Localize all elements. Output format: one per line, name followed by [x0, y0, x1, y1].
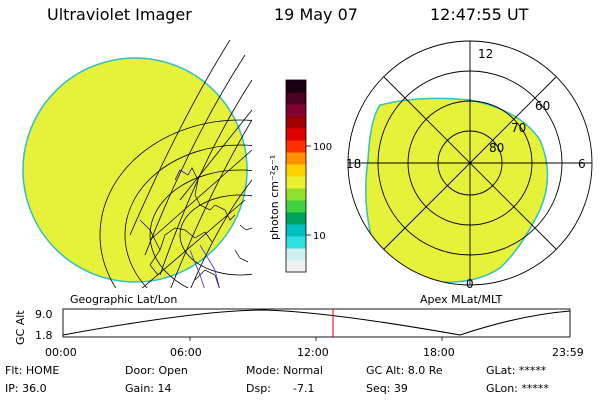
colorbar-swatch — [286, 188, 306, 201]
colorbar-unit-label: photon cm⁻²s⁻¹ — [268, 155, 281, 240]
colorbar-swatch — [286, 80, 306, 93]
mlt-label-6: 6 — [578, 157, 586, 171]
colorbar-swatch — [286, 92, 306, 105]
instrument-title: Ultraviolet Imager — [47, 5, 192, 24]
dsp-value: -7.1 — [293, 382, 315, 395]
colorbar-swatch — [286, 116, 306, 129]
colorbar-swatch — [286, 104, 306, 117]
colorbar-swatch — [286, 212, 306, 225]
mlt-label-12: 12 — [478, 47, 493, 61]
door-status: Door: Open — [125, 364, 188, 377]
ip-status: IP: 36.0 — [5, 382, 47, 395]
projection-right-label: Apex MLat/MLT — [420, 293, 503, 306]
altitude-xtick-2359: 23:59 — [552, 346, 584, 359]
colorbar — [286, 80, 306, 273]
colorbar-swatch — [286, 200, 306, 213]
altitude-plot-frame — [62, 308, 571, 338]
polar-grid — [347, 40, 593, 286]
mlt-label-0: 0 — [466, 277, 474, 291]
altitude-plot: GC Alt 9.0 1.8 00:00 06:00 12:00 18:00 2… — [14, 308, 584, 359]
lat-label-60: 60 — [535, 99, 550, 113]
colorbar-swatch — [286, 164, 306, 177]
dsp-label: Dsp: — [246, 382, 271, 395]
altitude-ytick-high: 9.0 — [35, 308, 53, 321]
colorbar-tick-100: 100 — [313, 142, 332, 153]
altitude-curve — [62, 309, 571, 336]
colorbar-swatch — [286, 140, 306, 153]
altitude-ylabel: GC Alt — [14, 310, 27, 345]
mlt-label-18: 18 — [346, 157, 361, 171]
colorbar-swatch — [286, 260, 306, 273]
polar-plot: 12 18 6 0 60 70 80 — [346, 40, 593, 291]
glon-status: GLon: ***** — [486, 382, 549, 395]
altitude-ytick-low: 1.8 — [35, 329, 53, 342]
colorbar-swatch — [286, 128, 306, 141]
altitude-xtick-0000: 00:00 — [45, 346, 77, 359]
colorbar-tick-10: 10 — [313, 231, 326, 242]
geographic-map — [22, 40, 252, 288]
terminator — [189, 244, 220, 288]
colorbar-swatch — [286, 248, 306, 261]
date-label: 19 May 07 — [274, 5, 358, 24]
colorbar-ticks — [306, 145, 311, 236]
projection-left-label: Geographic Lat/Lon — [70, 293, 177, 306]
colorbar-swatch — [286, 176, 306, 189]
earth-disk — [22, 57, 248, 283]
altitude-xticks — [189, 337, 443, 341]
seq-status: Seq: 39 — [366, 382, 408, 395]
gain-status: Gain: 14 — [125, 382, 172, 395]
altitude-xtick-1200: 12:00 — [297, 346, 329, 359]
colorbar-swatch — [286, 224, 306, 237]
glat-status: GLat: ***** — [486, 364, 547, 377]
time-label: 12:47:55 UT — [430, 5, 529, 24]
lat-label-80: 80 — [489, 141, 504, 155]
map-grid — [99, 40, 252, 288]
lat-label-70: 70 — [511, 121, 526, 135]
altitude-xtick-1800: 18:00 — [423, 346, 455, 359]
mode-status: Mode: Normal — [246, 364, 323, 377]
auroral-oval-fill — [365, 97, 549, 284]
flight-status: Flt: HOME — [5, 364, 60, 377]
altitude-xtick-0600: 06:00 — [170, 346, 202, 359]
colorbar-swatch — [286, 236, 306, 249]
colorbar-swatch — [286, 152, 306, 165]
colorbar-frame — [285, 79, 307, 273]
gc-alt-status: GC Alt: 8.0 Re — [366, 364, 443, 377]
